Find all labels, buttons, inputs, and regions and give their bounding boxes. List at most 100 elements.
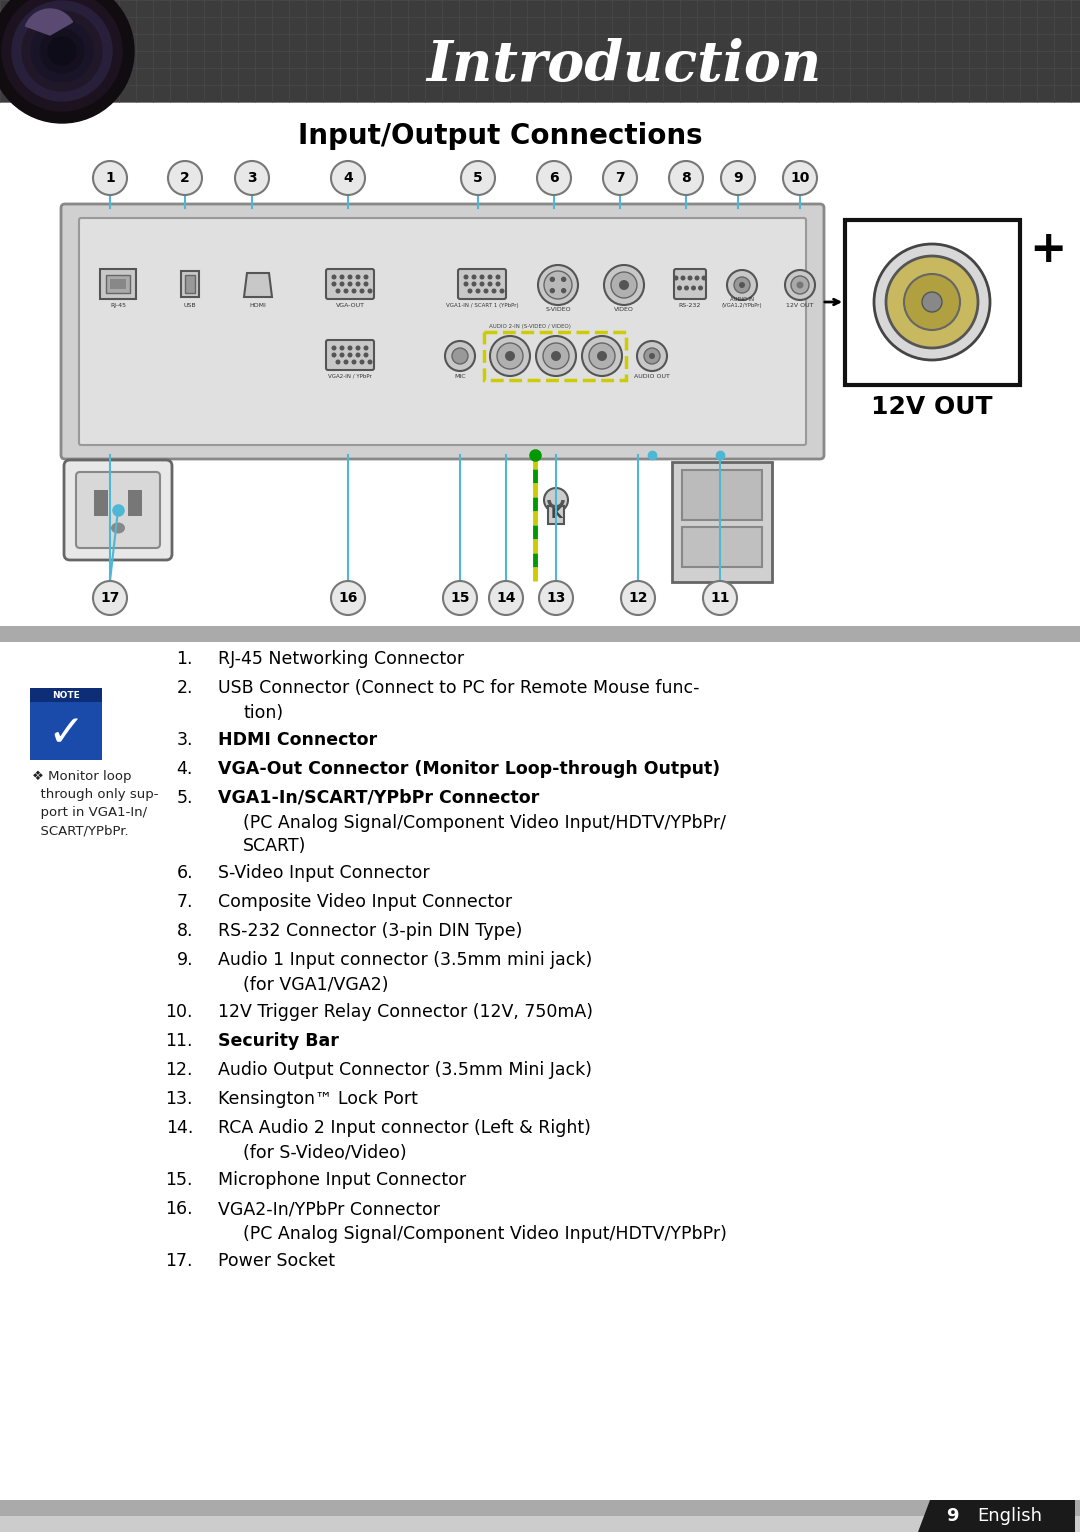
- Circle shape: [364, 282, 368, 286]
- Circle shape: [874, 244, 990, 360]
- FancyBboxPatch shape: [326, 270, 374, 299]
- Bar: [181, 271, 199, 297]
- Text: USB: USB: [184, 303, 197, 308]
- Circle shape: [488, 276, 491, 279]
- FancyBboxPatch shape: [674, 270, 706, 299]
- Text: K: K: [550, 506, 562, 521]
- Text: 1: 1: [105, 172, 114, 185]
- Circle shape: [340, 276, 343, 279]
- Circle shape: [333, 346, 336, 349]
- Ellipse shape: [111, 522, 125, 533]
- Circle shape: [356, 282, 360, 286]
- Text: RCA Audio 2 Input connector (Left & Right): RCA Audio 2 Input connector (Left & Righ…: [218, 1118, 591, 1137]
- Circle shape: [348, 354, 352, 357]
- Text: (for VGA1/VGA2): (for VGA1/VGA2): [243, 976, 389, 994]
- Circle shape: [356, 346, 360, 349]
- Circle shape: [674, 276, 678, 280]
- Circle shape: [2, 0, 122, 110]
- Text: SCART): SCART): [243, 836, 307, 855]
- Circle shape: [611, 273, 637, 299]
- Circle shape: [368, 290, 372, 293]
- Circle shape: [472, 276, 476, 279]
- Circle shape: [699, 286, 702, 290]
- Text: Security Bar: Security Bar: [218, 1033, 339, 1049]
- Circle shape: [678, 286, 681, 290]
- Text: 12V OUT: 12V OUT: [872, 395, 993, 418]
- Circle shape: [734, 277, 750, 293]
- Circle shape: [669, 161, 703, 195]
- Circle shape: [368, 360, 372, 363]
- Circle shape: [505, 351, 515, 362]
- Circle shape: [619, 280, 629, 290]
- Circle shape: [603, 161, 637, 195]
- Circle shape: [536, 336, 576, 375]
- Bar: [0, 1517, 1080, 1532]
- Text: 5.: 5.: [176, 789, 193, 807]
- Text: USB Connector (Connect to PC for Remote Mouse func-: USB Connector (Connect to PC for Remote …: [218, 679, 700, 697]
- Text: VGA1-In/SCART/YPbPr Connector: VGA1-In/SCART/YPbPr Connector: [218, 789, 539, 807]
- Text: 8.: 8.: [176, 922, 193, 941]
- Text: 10.: 10.: [165, 1003, 193, 1020]
- Circle shape: [702, 276, 706, 280]
- Text: AUDIO 2-IN (S-VIDEO / VIDEO): AUDIO 2-IN (S-VIDEO / VIDEO): [489, 323, 571, 329]
- Circle shape: [492, 290, 496, 293]
- Circle shape: [644, 348, 660, 365]
- Circle shape: [490, 336, 530, 375]
- Bar: [681, 470, 762, 519]
- Text: 14: 14: [496, 591, 516, 605]
- Circle shape: [333, 354, 336, 357]
- Circle shape: [703, 581, 737, 614]
- Circle shape: [476, 290, 480, 293]
- Text: 12.: 12.: [165, 1062, 193, 1079]
- Bar: [30, 688, 102, 760]
- Bar: [484, 332, 626, 380]
- Text: NOTE: NOTE: [52, 691, 80, 700]
- Text: +: +: [1029, 228, 1067, 271]
- Text: RS-232: RS-232: [679, 303, 701, 308]
- Circle shape: [340, 354, 343, 357]
- Circle shape: [621, 581, 654, 614]
- Circle shape: [484, 290, 488, 293]
- Circle shape: [649, 352, 654, 358]
- FancyBboxPatch shape: [76, 472, 160, 548]
- Circle shape: [464, 276, 468, 279]
- Circle shape: [562, 288, 566, 293]
- FancyBboxPatch shape: [64, 460, 172, 561]
- Circle shape: [727, 270, 757, 300]
- Text: Audio 1 Input connector (3.5mm mini jack): Audio 1 Input connector (3.5mm mini jack…: [218, 951, 592, 970]
- Circle shape: [361, 360, 364, 363]
- Circle shape: [500, 290, 503, 293]
- Bar: [106, 276, 130, 293]
- Circle shape: [364, 276, 368, 279]
- Circle shape: [364, 346, 368, 349]
- Text: 6: 6: [550, 172, 558, 185]
- Text: English: English: [977, 1507, 1042, 1524]
- Circle shape: [330, 581, 365, 614]
- Circle shape: [12, 2, 112, 101]
- Circle shape: [348, 276, 352, 279]
- Circle shape: [445, 342, 475, 371]
- FancyBboxPatch shape: [326, 340, 374, 371]
- Text: 12: 12: [629, 591, 648, 605]
- Text: (for S-Video/Video): (for S-Video/Video): [243, 1144, 407, 1161]
- Circle shape: [345, 360, 348, 363]
- Bar: [129, 490, 141, 516]
- Circle shape: [489, 581, 523, 614]
- Circle shape: [551, 351, 561, 362]
- Circle shape: [739, 282, 745, 288]
- Circle shape: [348, 346, 352, 349]
- Circle shape: [496, 282, 500, 286]
- Circle shape: [235, 161, 269, 195]
- Circle shape: [361, 290, 364, 293]
- Circle shape: [48, 37, 76, 64]
- Text: HDMI: HDMI: [249, 303, 267, 308]
- Circle shape: [40, 29, 84, 74]
- Circle shape: [497, 343, 523, 369]
- Text: MIC: MIC: [455, 374, 465, 378]
- Bar: [548, 506, 564, 524]
- FancyBboxPatch shape: [79, 218, 806, 444]
- Text: 13: 13: [546, 591, 566, 605]
- Circle shape: [589, 343, 615, 369]
- Bar: [94, 490, 108, 516]
- Circle shape: [93, 161, 127, 195]
